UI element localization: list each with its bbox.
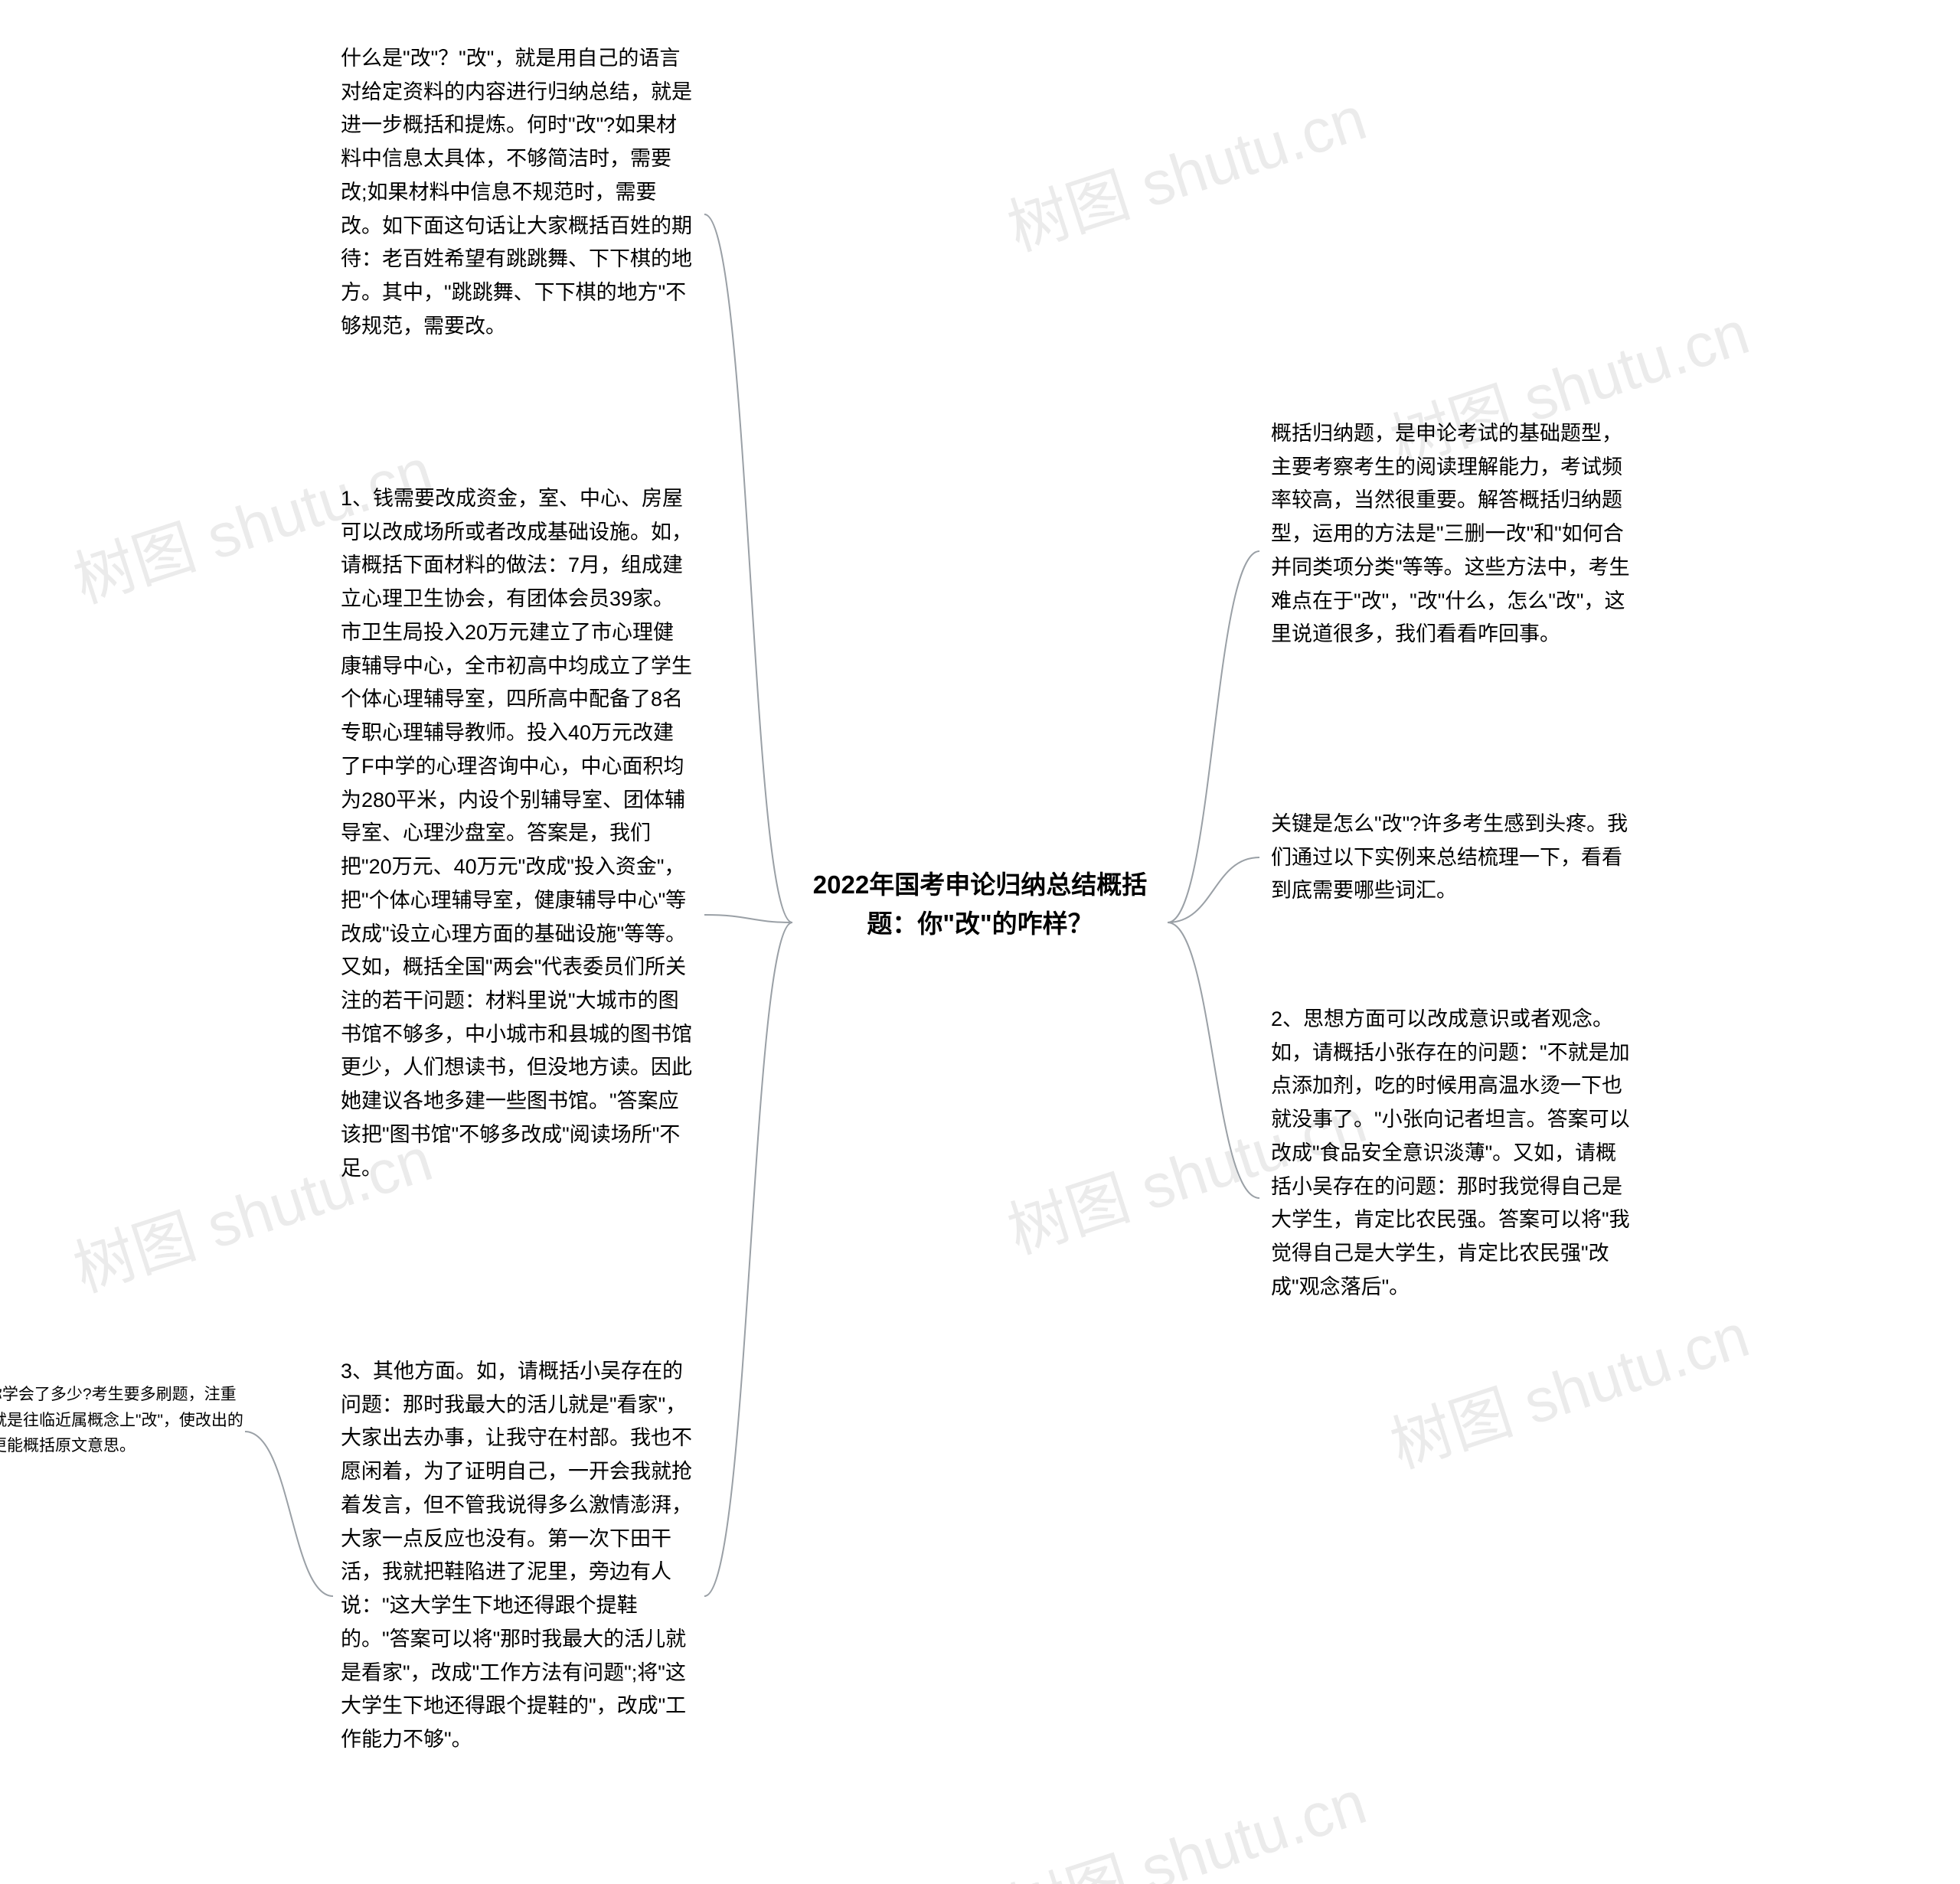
left-summary-node: 关于"改"的方向，你学会了多少?考生要多刷题，注重总结和积累，其实就是往临近属概…: [0, 1382, 245, 1459]
watermark: 树图 shutu.cn: [995, 1753, 1376, 1884]
right-node-1: 概括归纳题，是申论考试的基础题型，主要考察考生的阅读理解能力，考试频率较高，当然…: [1271, 417, 1631, 651]
right-node-2: 关键是怎么"改"?许多考生感到头疼。我们通过以下实例来总结梳理一下，看看到底需要…: [1271, 808, 1631, 908]
left-node-3: 3、其他方面。如，请概括小吴存在的问题：那时我最大的活儿就是"看家"，大家出去办…: [341, 1355, 693, 1757]
left-node-2: 1、钱需要改成资金，室、中心、房屋可以改成场所或者改成基础设施。如，请概括下面材…: [341, 482, 693, 1185]
left-node-1: 什么是"改"？"改"，就是用自己的语言对给定资料的内容进行归纳总结，就是进一步概…: [341, 42, 693, 344]
watermark: 树图 shutu.cn: [995, 69, 1376, 268]
right-node-3: 2、思想方面可以改成意识或者观念。如，请概括小张存在的问题："不就是加点添加剂，…: [1271, 1003, 1631, 1304]
watermark: 树图 shutu.cn: [1378, 1286, 1759, 1485]
center-title: 2022年国考申论归纳总结概括题：你"改"的咋样？: [796, 865, 1164, 943]
